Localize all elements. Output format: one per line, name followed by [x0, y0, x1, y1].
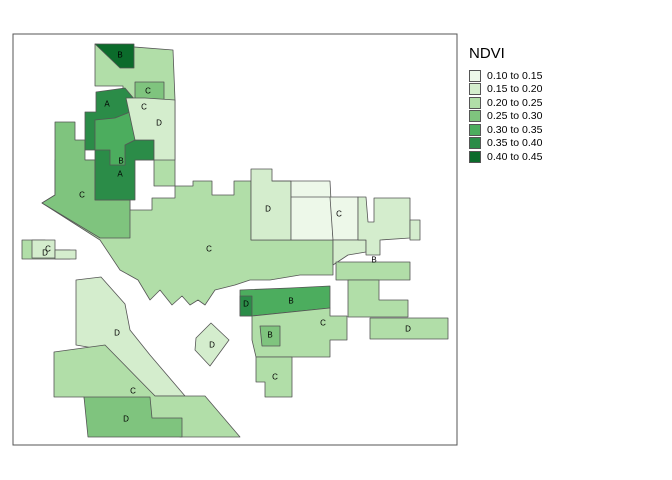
region-label: D [405, 325, 411, 334]
region-label: C [320, 319, 326, 328]
map-regions [21, 43, 449, 438]
region-label: C [141, 103, 147, 112]
legend-swatch [469, 110, 481, 123]
region-label: B [371, 256, 376, 265]
region-label: B [118, 157, 123, 166]
map-region [41, 121, 131, 239]
region-label: B [267, 331, 272, 340]
map-region [409, 219, 421, 241]
legend-row: 0.30 to 0.35 [469, 123, 542, 137]
region-label: C [336, 210, 342, 219]
region-label: C [45, 245, 51, 254]
region-label: C [79, 191, 85, 200]
legend-row: 0.35 to 0.40 [469, 137, 542, 151]
legend-row: 0.15 to 0.20 [469, 83, 542, 97]
legend-swatch [469, 150, 481, 163]
region-label: C [272, 373, 278, 382]
map-region [347, 279, 409, 318]
legend-label: 0.10 to 0.15 [487, 69, 543, 82]
legend-row: 0.40 to 0.45 [469, 150, 542, 164]
legend-swatch [469, 96, 481, 109]
region-label: D [123, 415, 129, 424]
region-label: B [288, 297, 293, 306]
legend-label: 0.30 to 0.35 [487, 123, 543, 136]
legend-row: 0.20 to 0.25 [469, 96, 542, 110]
legend-title: NDVI [469, 45, 505, 62]
map-region [94, 111, 136, 166]
region-label: D [42, 249, 48, 258]
region-label: D [209, 341, 215, 350]
region-label: B [117, 51, 122, 60]
map-region [271, 180, 334, 241]
region-label: D [265, 205, 271, 214]
legend-swatch [469, 123, 481, 136]
legend-label: 0.25 to 0.30 [487, 110, 543, 123]
legend-row: 0.25 to 0.30 [469, 110, 542, 124]
map-region [54, 249, 77, 260]
legend-label: 0.35 to 0.40 [487, 137, 543, 150]
legend-swatch [469, 137, 481, 150]
map-region [83, 396, 183, 438]
map-region [255, 356, 293, 398]
region-label: C [206, 245, 212, 254]
region-label: D [243, 300, 249, 309]
map-region [125, 97, 176, 161]
legend-row: 0.10 to 0.15 [469, 69, 542, 83]
map-region [94, 43, 135, 69]
legend-label: 0.20 to 0.25 [487, 96, 543, 109]
legend-classes: 0.10 to 0.15 0.15 to 0.20 0.20 to 0.25 0.25… [469, 69, 542, 164]
legend-label: 0.15 to 0.20 [487, 83, 543, 96]
region-label: A [104, 100, 110, 109]
map-region [259, 325, 281, 347]
map-region [194, 322, 230, 367]
map-region [369, 317, 449, 340]
region-label: C [145, 87, 151, 96]
region-label: A [117, 170, 123, 179]
legend: NDVI 0.10 to 0.15 0.15 to 0.20 0.20 to 0.2… [469, 45, 542, 164]
region-label: C [130, 387, 136, 396]
legend-swatch [469, 83, 481, 96]
map-region [335, 261, 411, 281]
region-label: D [156, 119, 162, 128]
legend-swatch [469, 69, 481, 82]
region-label: D [114, 329, 120, 338]
legend-label: 0.40 to 0.45 [487, 150, 543, 163]
